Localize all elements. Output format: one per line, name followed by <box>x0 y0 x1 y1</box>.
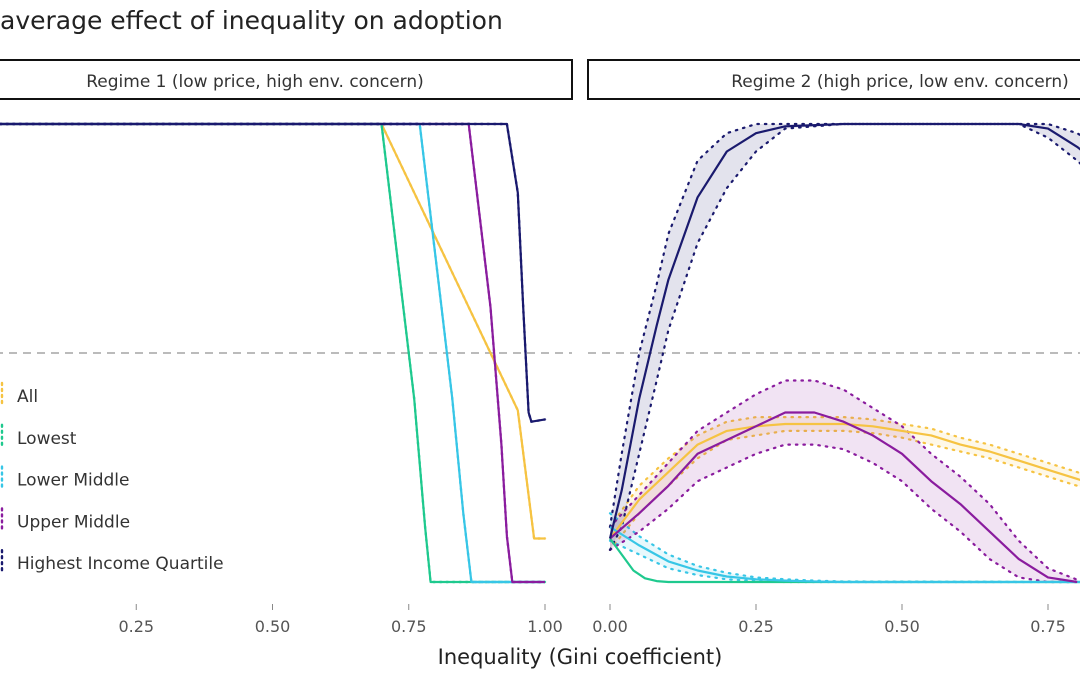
panel-2-strip-label: Regime 2 (high price, low env. concern) <box>731 72 1069 92</box>
legend-label: Highest Income Quartile <box>17 554 224 574</box>
panel-2: Regime 2 (high price, low env. concern) … <box>587 59 1080 636</box>
panel-2-strip <box>587 59 1080 100</box>
legend: All Lowest Lower Middle Upper Middle Highest… <box>0 381 224 574</box>
panel-2-series <box>608 122 1080 584</box>
legend-label: Lowest <box>17 429 77 449</box>
panel-1-strip-label: Regime 1 (low price, high env. concern) <box>86 72 424 92</box>
series-dots-all <box>0 122 547 540</box>
x-tick-label: 0.00 <box>592 617 628 636</box>
x-tick-label: 0.50 <box>884 617 920 636</box>
x-tick-label: 1.00 <box>527 617 563 636</box>
panel-1: Regime 1 (low price, high env. concern) … <box>0 59 573 636</box>
upper-middle-band <box>610 380 1078 582</box>
series-dots-highest-income-quartile <box>0 122 547 424</box>
x-tick-label: 0.75 <box>391 617 427 636</box>
lower-middle-upper-bound <box>608 512 1080 584</box>
legend-label: All <box>17 387 38 407</box>
chart-title: average effect of inequality on adoption <box>0 6 503 35</box>
x-tick-label: 0.25 <box>738 617 774 636</box>
series-line-lower-middle <box>609 526 1080 584</box>
upper-middle-lower-bound <box>608 443 1079 584</box>
panel-1-strip <box>0 59 573 100</box>
x-tick-label: 0.75 <box>1030 617 1066 636</box>
series-line-upper-middle <box>609 411 1078 584</box>
panel-1-x-axis: 0.25 0.50 0.75 1.00 <box>118 604 563 636</box>
x-axis-title: Inequality (Gini coefficient) <box>438 645 723 669</box>
highest-income-quartile-upper-bound <box>608 122 1080 529</box>
x-tick-label: 0.50 <box>255 617 291 636</box>
series-dots-lowest <box>0 122 547 584</box>
x-tick-label: 0.25 <box>118 617 154 636</box>
highest-income-quartile-lower-bound <box>608 122 1080 552</box>
series-line-lowest <box>609 537 1080 584</box>
series-line-all <box>609 422 1080 540</box>
panel-1-series <box>0 122 547 584</box>
panel-2-x-axis: 0.00 0.25 0.50 0.75 <box>592 604 1066 636</box>
series-dots-upper-middle <box>0 122 547 584</box>
all-lower-bound <box>608 429 1080 552</box>
legend-label: Upper Middle <box>17 512 130 532</box>
series-line-highest-income-quartile <box>608 122 1080 539</box>
all-band <box>610 417 1080 550</box>
legend-label: Lower Middle <box>17 471 129 491</box>
series-line-highest-income-quartile <box>0 122 546 423</box>
all-upper-bound <box>608 416 1080 529</box>
series-dots-lower-middle <box>0 122 547 584</box>
